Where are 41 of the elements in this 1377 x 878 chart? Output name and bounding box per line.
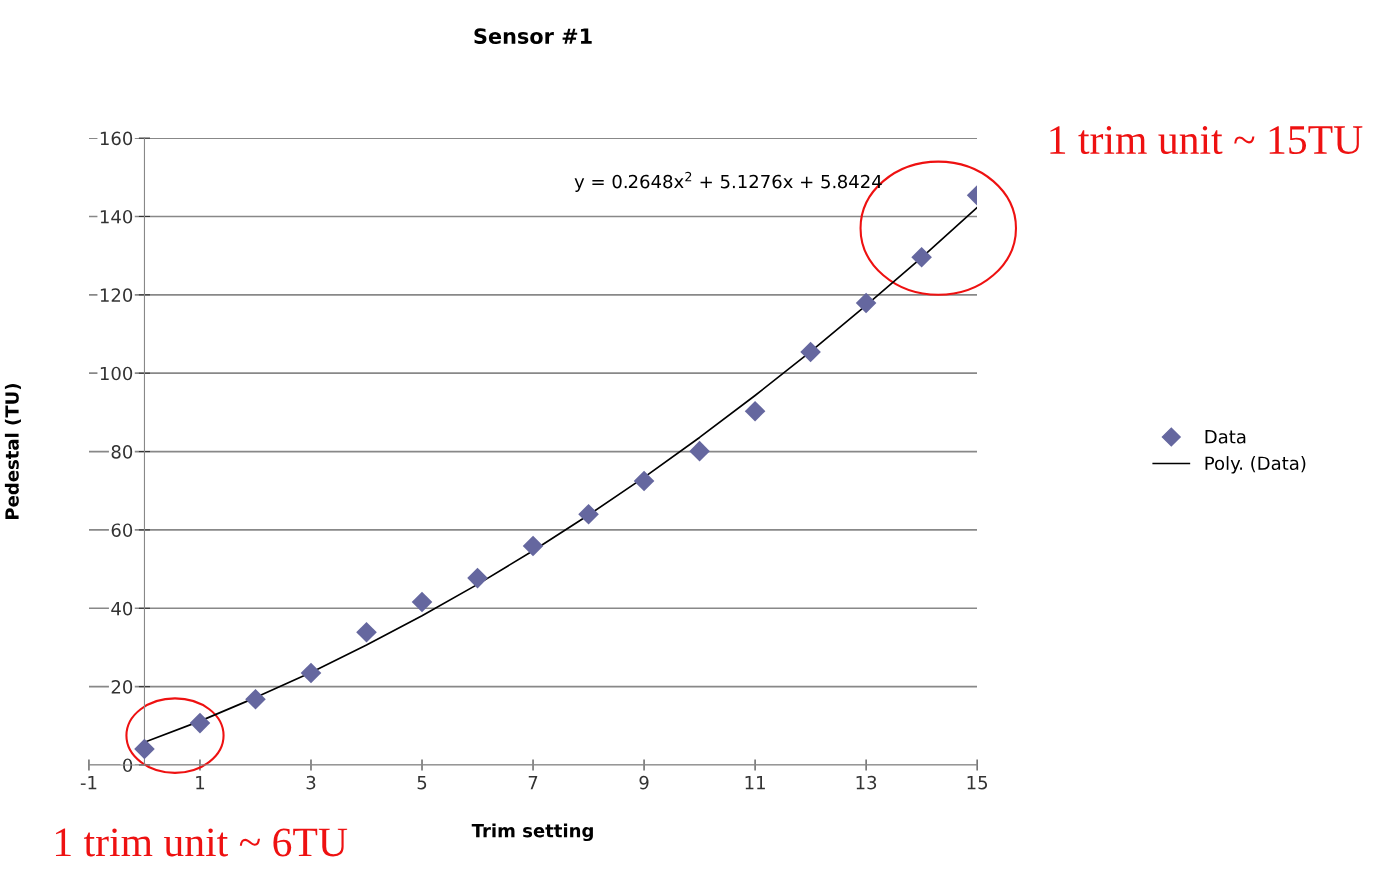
text: 1 trim unit ~ 15TU [1050,126,1363,155]
x-tick-label: 11 [745,775,765,790]
point [744,400,766,422]
x-tick-label: 3 [306,775,316,790]
point [578,503,599,525]
x-tick-label: -1 [80,775,97,790]
point [689,440,710,462]
point [467,567,488,589]
point [633,470,655,492]
point [356,621,377,643]
x-tick-label: 1 [196,775,205,790]
y-axis-title: Pedestal (TU) [4,384,21,519]
x-tick-label: 7 [528,775,538,790]
y-tick-label: 160 [100,131,133,146]
legend-label: Poly. (Data) [1205,456,1306,474]
point [855,292,877,314]
y-tick-label: 140 [100,209,133,224]
y-tick-label: 40 [111,601,133,616]
point [411,591,433,613]
point [800,341,821,363]
point [911,246,932,268]
chart-title: Sensor #1 [474,28,592,44]
y-tick-label: 100 [100,366,133,381]
y-tick-label: 80 [111,445,133,459]
x-tick-label: 13 [856,775,877,790]
point [522,535,544,557]
y-tick-label: 120 [100,288,133,302]
y-tick-label: 60 [111,523,133,538]
x-tick-label: 9 [639,775,649,790]
x-tick-label: 15 [967,775,988,790]
text: 1 trim unit ~ 6TU [55,828,348,857]
y-tick-label: 20 [111,680,133,694]
legend-label: Data [1205,430,1246,444]
point [245,688,266,710]
point [134,738,155,760]
annotation: y = 0.2648x$^{2}$ + 5.1276x + 5.8424 [574,171,882,192]
x-axis-title: Trim setting [471,823,593,842]
y-tick-label: 0 [123,758,133,773]
point [189,712,211,734]
point [300,662,322,684]
x-tick-label: 5 [417,775,427,790]
